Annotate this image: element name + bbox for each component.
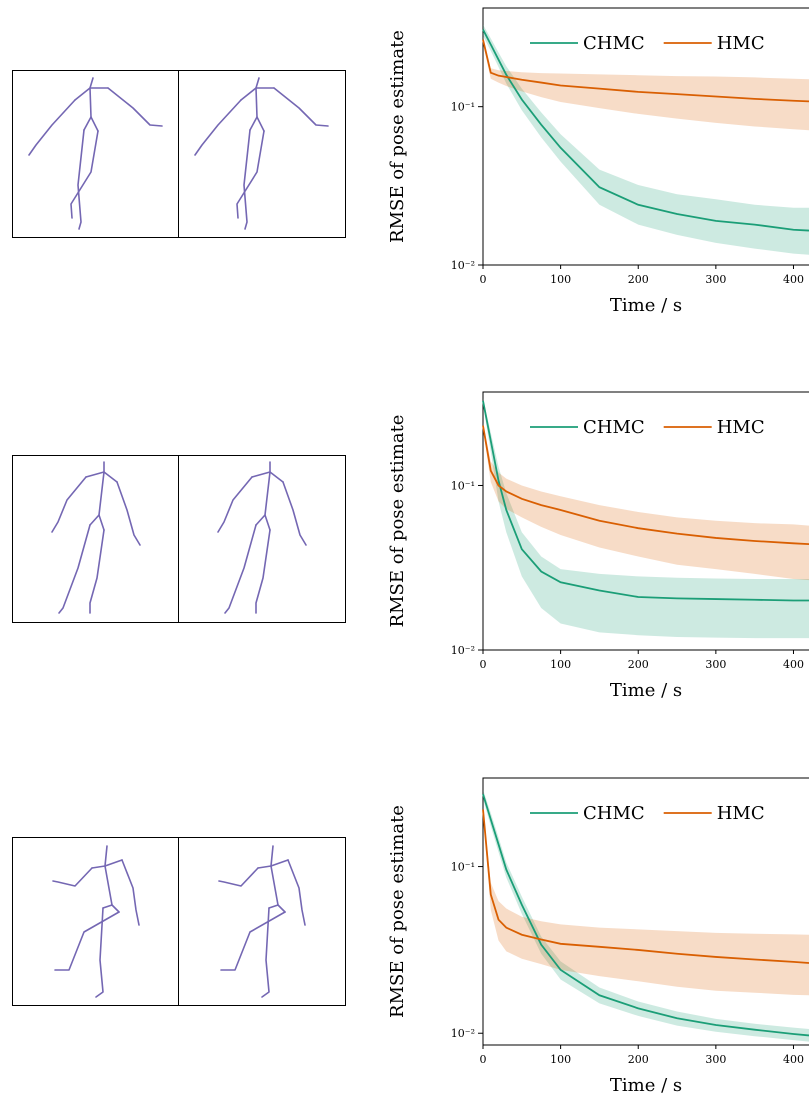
band [483,789,809,1042]
legend-label: HMC [717,33,765,54]
legend-label: HMC [717,417,765,438]
chart: 10⁻² 10⁻¹ 0 100 200 300 400 CHMC HMC Time / s RMSE… [387,777,809,1096]
x-tick-label: 300 [705,658,726,671]
series-line [482,425,809,546]
y-tick-label: 10⁻² [451,259,475,272]
legend-label: CHMC [583,803,645,824]
y-axis-label: RMSE of pose estimate [387,415,408,628]
x-tick-label: 100 [550,1053,571,1066]
y-axis-label: RMSE of pose estimate [387,30,408,243]
x-tick-label: 400 [783,273,804,286]
x-tick-label: 400 [783,658,804,671]
x-tick-label: 0 [480,1053,487,1066]
x-tick-label: 100 [550,658,571,671]
x-tick-label: 400 [783,1053,804,1066]
series-line [482,809,809,964]
chart: 10⁻² 10⁻¹ 0 100 200 300 400 CHMC HMC Time / s RMSE… [387,391,809,701]
y-tick-label: 10⁻² [451,644,475,657]
legend-label: CHMC [583,33,645,54]
y-axis-label: RMSE of pose estimate [387,805,408,1018]
legend-label: CHMC [583,417,645,438]
y-tick-label: 10⁻² [451,1027,475,1040]
band [483,35,809,131]
axis-frame [482,777,809,1046]
band [483,422,809,581]
y-tick-label: 10⁻¹ [451,101,475,114]
x-tick-label: 300 [705,273,726,286]
x-tick-label: 0 [480,273,487,286]
x-axis-label: Time / s [610,295,682,316]
y-tick-label: 10⁻¹ [451,861,475,874]
x-tick-label: 100 [550,273,571,286]
band [483,806,809,996]
pose-panels [12,70,346,1006]
series-line [482,29,809,232]
axis-frame [482,7,809,266]
chart: 10⁻² 10⁻¹ 0 100 200 300 400 CHMC HMC Time / s RMSE… [387,7,809,316]
x-tick-label: 300 [705,1053,726,1066]
x-axis-label: Time / s [610,680,682,701]
x-tick-label: 200 [628,1053,649,1066]
band [483,398,809,639]
band [483,24,809,255]
x-tick-label: 200 [628,658,649,671]
series-line [482,39,809,103]
axis-frame [482,391,809,651]
x-axis-label: Time / s [610,1075,682,1096]
y-tick-label: 10⁻¹ [451,479,475,492]
legend-label: HMC [717,803,765,824]
x-tick-label: 0 [480,658,487,671]
series-line [482,793,809,1037]
x-tick-label: 200 [628,273,649,286]
